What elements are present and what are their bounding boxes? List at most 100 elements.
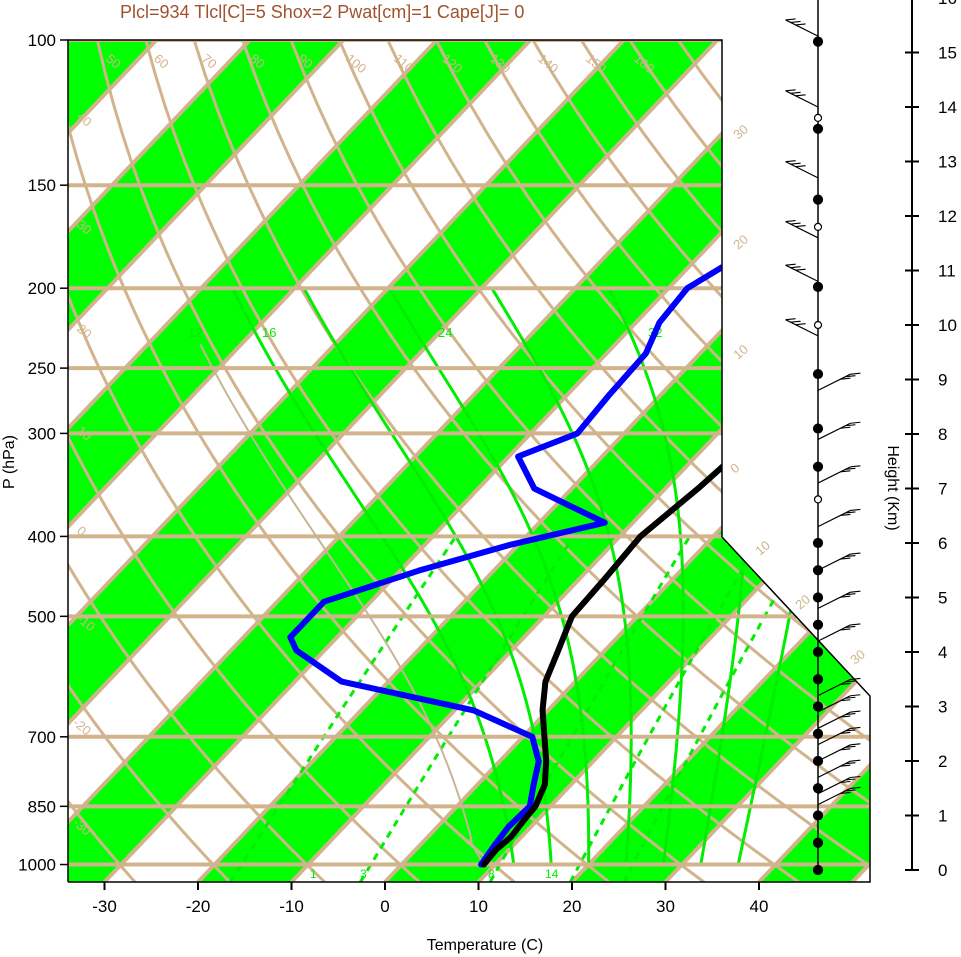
isotherm-line: [68, 40, 719, 882]
pressure-tick-label: 300: [28, 424, 56, 443]
wind-barb-flag: [790, 91, 801, 94]
height-tick-label: 10: [938, 316, 957, 335]
pressure-tick-label: 100: [28, 31, 56, 50]
height-marker: [812, 281, 824, 292]
isotherm-line: [757, 40, 870, 882]
isotherm-line: [68, 40, 252, 882]
y-axis-label: P (hPa): [1, 435, 18, 489]
wind-barb-flag: [795, 225, 806, 228]
height-tick-label: 7: [938, 480, 947, 499]
isotherm-line: [68, 40, 532, 882]
height-marker: [813, 495, 823, 504]
isotherm-line: [68, 40, 626, 882]
height-marker: [812, 423, 824, 434]
isotherm-label-right: 20: [730, 232, 751, 253]
pressure-tick-label: 500: [28, 607, 56, 626]
wind-barb-flag: [850, 508, 861, 511]
height-tick-label: 1: [938, 807, 947, 826]
wind-barb-flag: [850, 775, 861, 779]
wind-barb: [785, 319, 819, 337]
moist-adiabat: [231, 287, 516, 865]
wind-barb-flag: [785, 89, 796, 92]
wind-barb-flag: [785, 220, 796, 223]
isotherm-line: [68, 40, 345, 882]
height-tick-label: 5: [938, 589, 947, 608]
wind-barb: [817, 553, 851, 571]
wind-barb-flag: [845, 713, 856, 716]
mixing-ratio-line: [569, 535, 763, 882]
height-tick-label: 15: [938, 44, 957, 63]
wind-barb-flag: [850, 694, 861, 697]
wind-barb-flag: [785, 160, 796, 163]
height-marker: [812, 646, 824, 658]
dry-adiabat: [68, 40, 231, 882]
temperature-tick-label: -30: [92, 897, 117, 916]
wind-barb-flag: [840, 470, 851, 473]
wind-barb-flag: [845, 467, 856, 470]
wind-barb: [817, 727, 851, 746]
wind-barb-flag: [850, 372, 861, 375]
wind-barb-flag: [840, 699, 851, 702]
height-tick-label: 4: [938, 643, 947, 662]
wind-barb-flag: [845, 762, 856, 765]
dry-adiabat: [289, 40, 870, 882]
wind-barb: [817, 760, 851, 778]
wind-barb-flag: [790, 222, 801, 225]
adiabat-label: 24: [438, 325, 452, 340]
wind-barb-flag: [845, 511, 856, 514]
wind-barb-flag: [795, 268, 806, 271]
height-marker: [812, 368, 824, 380]
height-marker: [812, 810, 824, 821]
mixing-ratio-label: 1: [310, 867, 317, 881]
height-marker: [812, 537, 824, 549]
pressure-tick-label: 400: [28, 527, 56, 546]
isotherm-label-right: 10: [752, 538, 773, 559]
isotherm-band: [68, 40, 718, 882]
wind-barb: [817, 624, 851, 642]
pressure-tick-label: 200: [28, 279, 56, 298]
wind-barb-flag: [845, 424, 856, 427]
wind-barb-flag: [840, 595, 851, 598]
wind-barb-flag: [845, 778, 856, 781]
height-marker: [812, 36, 824, 47]
wind-barb: [817, 678, 851, 697]
moist-adiabat: [302, 287, 553, 865]
temperature-tick-label: 30: [656, 897, 675, 916]
temperature-tick-label: 40: [750, 897, 769, 916]
pressure-tick-label: 850: [28, 797, 56, 816]
isotherm-band: [759, 40, 870, 882]
pressure-tick-label: 700: [28, 728, 56, 747]
temperature-tick-label: 10: [469, 897, 488, 916]
mixing-ratio-line: [622, 535, 811, 882]
wind-barb-flag: [840, 715, 851, 718]
isotherm-line: [68, 40, 439, 882]
height-marker: [812, 194, 824, 205]
height-marker: [812, 701, 824, 712]
wind-barb: [817, 591, 851, 609]
wind-barb-flag: [785, 263, 796, 266]
isotherm-label-right: 30: [847, 647, 868, 668]
height-tick-label: 9: [938, 371, 947, 390]
wind-barb: [817, 744, 851, 762]
wind-barb-flag: [785, 18, 796, 21]
height-tick-label: 11: [938, 262, 956, 281]
height-marker: [813, 320, 823, 330]
wind-barb: [817, 695, 851, 713]
wind-barb-flag: [850, 759, 861, 762]
wind-barb-flag: [850, 726, 861, 729]
wind-barb-flag: [845, 745, 856, 748]
height-marker: [812, 619, 824, 630]
isotherm-line: [570, 40, 870, 882]
wind-barb-flag: [840, 628, 851, 631]
height-marker: [812, 864, 824, 876]
height-marker: [812, 123, 824, 134]
dry-adiabat: [241, 40, 870, 882]
wind-barb: [785, 264, 819, 282]
height-tick-label: 12: [938, 207, 957, 226]
parcel-path: [199, 343, 485, 866]
height-tick-label: 2: [938, 752, 947, 771]
mixing-ratio-label: 8: [488, 867, 495, 881]
height-tick-label: 8: [938, 425, 947, 444]
wind-barb-flag: [840, 791, 851, 794]
wind-barb-flag: [795, 94, 806, 97]
